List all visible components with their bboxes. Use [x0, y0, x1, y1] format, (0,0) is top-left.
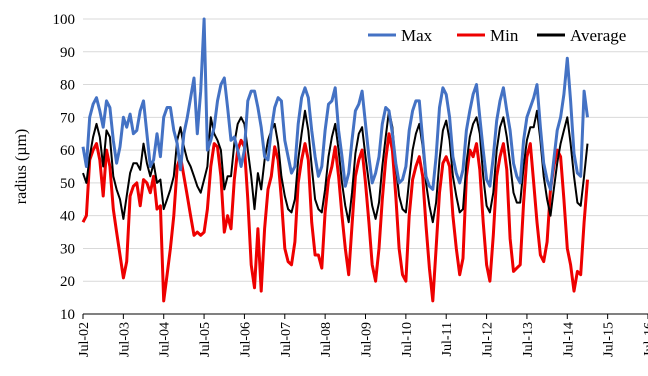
x-tick-label: Jul-03 — [117, 322, 132, 357]
legend-label-average: Average — [570, 26, 626, 45]
y-tick-label: 60 — [60, 143, 75, 159]
x-tick-label: Jul-16 — [642, 322, 648, 357]
series-line-max — [81, 17, 589, 191]
x-tick-label: Jul-10 — [400, 322, 415, 357]
y-axis-label: radius (µm) — [13, 129, 30, 204]
legend-label-max: Max — [401, 26, 433, 45]
y-tick-label: 100 — [53, 12, 76, 28]
y-tick-label: 10 — [60, 307, 75, 323]
y-tick-label: 70 — [60, 110, 75, 126]
legend-label-min: Min — [490, 26, 519, 45]
x-tick-label: Jul-08 — [319, 322, 334, 357]
y-tick-label: 90 — [60, 45, 75, 61]
x-tick-label: Jul-12 — [481, 322, 496, 357]
x-tick-label: Jul-11 — [440, 322, 455, 356]
x-tick-label: Jul-06 — [238, 322, 253, 357]
y-tick-label: 50 — [60, 176, 75, 192]
x-tick-label: Jul-09 — [360, 322, 375, 357]
x-tick-label: Jul-14 — [561, 322, 576, 357]
x-tick-label: Jul-07 — [279, 322, 294, 357]
x-tick-label: Jul-13 — [521, 322, 536, 357]
y-tick-label: 20 — [60, 274, 75, 290]
x-tick-label: Jul-15 — [602, 322, 617, 357]
x-tick-label: Jul-04 — [158, 322, 173, 357]
series-line-average — [82, 109, 589, 224]
x-tick-label: Jul-05 — [198, 322, 213, 357]
y-tick-label: 30 — [60, 241, 75, 257]
x-tick-label: Jul-02 — [77, 322, 92, 357]
y-tick-label: 80 — [60, 78, 75, 94]
y-tick-label: 40 — [60, 209, 75, 225]
series-line-min — [81, 132, 589, 303]
